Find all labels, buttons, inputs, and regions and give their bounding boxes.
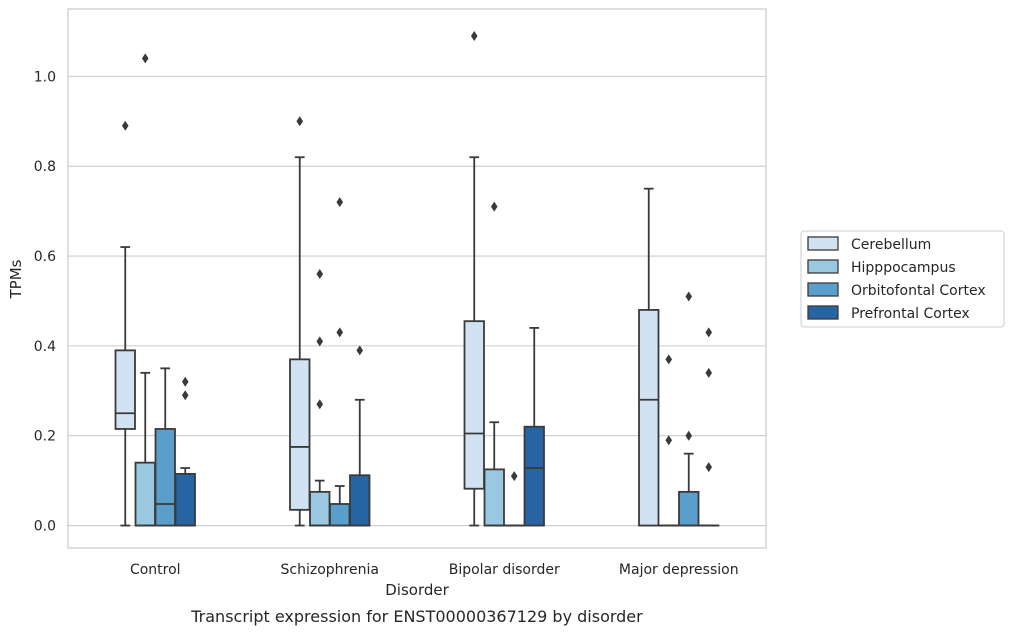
legend-swatch bbox=[807, 236, 839, 251]
outlier-point bbox=[665, 435, 673, 446]
legend-swatch bbox=[807, 282, 839, 297]
y-tick-label: 0.4 bbox=[34, 339, 56, 355]
legend-swatch bbox=[807, 305, 839, 320]
box-iqr bbox=[329, 503, 351, 527]
outlier-point bbox=[316, 399, 324, 410]
outlier-point bbox=[685, 291, 693, 302]
box-iqr bbox=[174, 472, 196, 527]
y-tick-label: 0.0 bbox=[34, 519, 56, 535]
box-iqr bbox=[483, 468, 505, 527]
legend-box bbox=[800, 230, 1005, 328]
outlier-point bbox=[181, 376, 189, 387]
box-iqr bbox=[309, 490, 331, 527]
outlier-point bbox=[141, 53, 149, 64]
box-hipppocampus-2 bbox=[483, 201, 505, 527]
legend-swatch bbox=[807, 259, 839, 274]
box-cerebellum-3 bbox=[638, 187, 660, 527]
plot-area bbox=[67, 8, 767, 549]
x-axis-tick-labels: Control Schizophrenia Bipolar disorder Majo… bbox=[130, 562, 739, 578]
legend-label: Orbitofontal Cortex bbox=[851, 283, 986, 299]
box-iqr bbox=[289, 358, 311, 511]
box-hipppocampus-1 bbox=[309, 269, 331, 527]
y-tick-label: 0.8 bbox=[34, 159, 56, 175]
box-cerebellum-2 bbox=[463, 30, 485, 527]
outlier-point bbox=[470, 30, 478, 41]
x-axis-label: Disorder bbox=[385, 581, 449, 599]
box-iqr bbox=[349, 474, 371, 527]
outlier-point bbox=[316, 269, 324, 280]
outlier-point bbox=[705, 327, 713, 338]
outlier-point bbox=[685, 430, 693, 441]
outlier-point bbox=[121, 120, 129, 131]
legend-label: Cerebellum bbox=[851, 237, 931, 253]
box-hipppocampus-0 bbox=[134, 53, 156, 527]
x-tick-label: Control bbox=[130, 562, 181, 578]
legend-label: Hipppocampus bbox=[851, 260, 956, 276]
outlier-point bbox=[705, 462, 713, 473]
outlier-point bbox=[316, 336, 324, 347]
chart-title: Transcript expression for ENST0000036712… bbox=[190, 607, 643, 626]
outlier-point bbox=[356, 345, 364, 356]
box-iqr bbox=[154, 428, 176, 527]
box-iqr bbox=[678, 490, 700, 527]
box-cerebellum-1 bbox=[289, 116, 311, 527]
box-prefrontal-cortex-3 bbox=[698, 327, 720, 527]
box-iqr bbox=[463, 320, 485, 490]
y-tick-label: 1.0 bbox=[34, 69, 56, 85]
box-cerebellum-0 bbox=[114, 120, 136, 527]
outlier-point bbox=[490, 201, 498, 212]
box-prefrontal-cortex-1 bbox=[349, 345, 371, 527]
y-tick-label: 0.6 bbox=[34, 249, 56, 265]
y-axis-tick-labels: 0.0 0.2 0.4 0.6 0.8 1.0 bbox=[34, 69, 56, 534]
outlier-point bbox=[705, 367, 713, 378]
outlier-point bbox=[181, 390, 189, 401]
y-axis-label: TPMs bbox=[7, 259, 25, 299]
outlier-point bbox=[336, 197, 344, 208]
y-tick-label: 0.2 bbox=[34, 429, 56, 445]
x-tick-label: Major depression bbox=[619, 562, 739, 578]
box-orbitofontal-cortex-3 bbox=[678, 291, 700, 527]
box-prefrontal-cortex-2 bbox=[523, 327, 545, 527]
outlier-point bbox=[510, 471, 518, 482]
box-orbitofontal-cortex-1 bbox=[329, 197, 351, 527]
box-iqr bbox=[114, 349, 136, 430]
box-prefrontal-cortex-0 bbox=[174, 376, 196, 527]
box-iqr bbox=[134, 461, 156, 527]
outlier-point bbox=[296, 116, 304, 127]
legend-label: Prefrontal Cortex bbox=[851, 306, 970, 322]
box-plots bbox=[114, 30, 720, 527]
outlier-point bbox=[336, 327, 344, 338]
outlier-point bbox=[665, 354, 673, 365]
x-tick-label: Bipolar disorder bbox=[449, 562, 560, 578]
x-tick-label: Schizophrenia bbox=[281, 562, 379, 578]
legend: Cerebellum Hipppocampus Orbitofontal Corte… bbox=[800, 230, 1005, 328]
box-iqr bbox=[523, 425, 545, 527]
box-iqr bbox=[638, 309, 660, 527]
